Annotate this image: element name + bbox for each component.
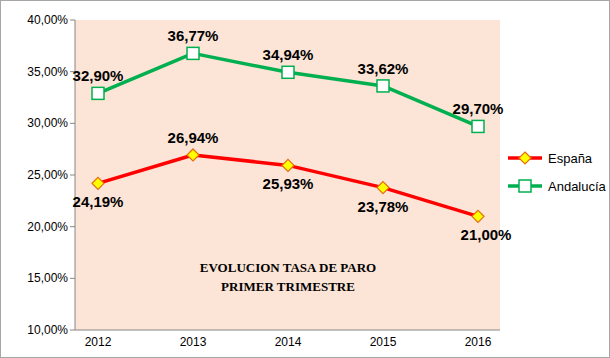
legend-marker xyxy=(519,180,531,192)
x-tick-label: 2016 xyxy=(465,335,492,349)
y-tick xyxy=(70,278,75,279)
y-tick xyxy=(70,123,75,124)
y-tick-label: 20,00% xyxy=(27,220,68,234)
series-marker xyxy=(472,210,484,222)
y-tick-label: 30,00% xyxy=(27,116,68,130)
data-label: 23,78% xyxy=(358,198,409,215)
series-line xyxy=(98,53,478,126)
y-tick-label: 25,00% xyxy=(27,168,68,182)
chart-svg: 10,00% 15,00% 20,00% 25,00% 30,00% 35,00% 40,0… xyxy=(0,0,610,358)
y-tick-label: 40,00% xyxy=(27,13,68,27)
y-tick-label: 35,00% xyxy=(27,65,68,79)
data-label: 33,62% xyxy=(358,60,409,77)
data-label: 25,93% xyxy=(263,175,314,192)
legend-marker xyxy=(519,152,531,164)
x-tick-label: 2015 xyxy=(370,335,397,349)
series-marker xyxy=(187,149,199,161)
series-marker xyxy=(92,177,104,189)
y-tick xyxy=(70,175,75,176)
chart-subtitle: PRIMER TRIMESTRE xyxy=(221,279,355,294)
chart-title: EVOLUCION TASA DE PARO xyxy=(200,260,376,275)
series-marker xyxy=(377,80,389,92)
data-label: 29,70% xyxy=(453,100,504,117)
x-tick-label: 2013 xyxy=(180,335,207,349)
y-tick xyxy=(70,20,75,21)
y-tick xyxy=(70,330,75,331)
x-tick-label: 2014 xyxy=(275,335,302,349)
data-label: 34,94% xyxy=(263,46,314,63)
series-marker xyxy=(377,182,389,194)
data-label: 24,19% xyxy=(73,193,124,210)
series-marker xyxy=(472,120,484,132)
y-tick-label: 15,00% xyxy=(27,271,68,285)
chart-container: 10,00% 15,00% 20,00% 25,00% 30,00% 35,00% 40,0… xyxy=(0,0,610,358)
plot-marks xyxy=(92,47,484,222)
chart-frame xyxy=(1,1,610,358)
legend: España Andalucía xyxy=(508,151,607,194)
data-label: 26,94% xyxy=(168,129,219,146)
series-marker xyxy=(92,87,104,99)
series-line xyxy=(98,155,478,216)
legend-label: España xyxy=(548,151,593,166)
data-label: 36,77% xyxy=(168,27,219,44)
data-label: 21,00% xyxy=(461,226,512,243)
series-marker xyxy=(187,47,199,59)
data-label: 32,90% xyxy=(73,67,124,84)
plot-area xyxy=(75,20,500,330)
y-tick-label: 10,00% xyxy=(27,323,68,337)
data-labels: 24,19% 26,94% 25,93% 23,78% 21,00% 32,90% 36,7… xyxy=(73,27,512,243)
x-tick-label: 2012 xyxy=(85,335,112,349)
series-marker xyxy=(282,159,294,171)
y-tick xyxy=(70,226,75,227)
legend-label: Andalucía xyxy=(548,179,607,194)
x-axis xyxy=(75,330,500,331)
series-marker xyxy=(282,66,294,78)
